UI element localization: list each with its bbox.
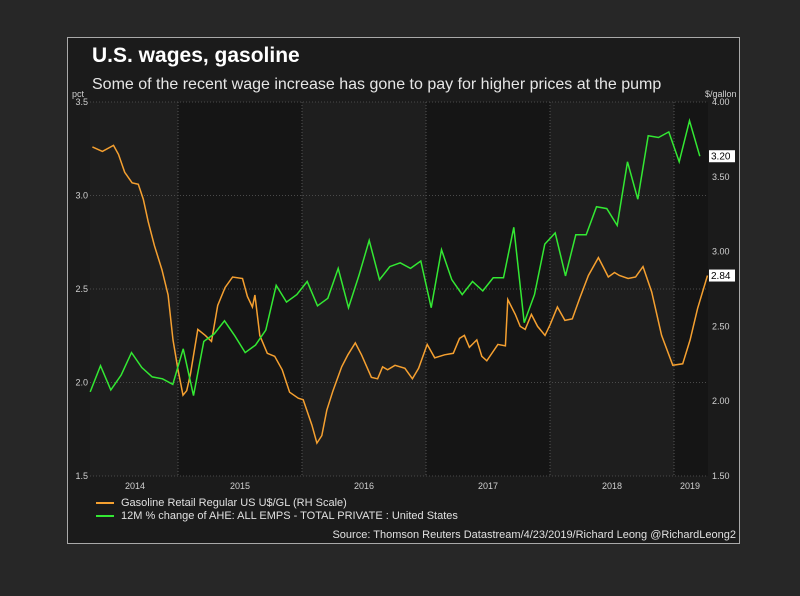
year-band — [90, 102, 178, 476]
last-value-label: 3.20 — [711, 152, 731, 163]
wage-growth-line — [89, 117, 701, 396]
year-band — [426, 102, 550, 476]
gasoline-price-line — [92, 144, 709, 445]
last-value-box — [709, 269, 735, 282]
legend-label: 12M % change of AHE: ALL EMPS - TOTAL PR… — [121, 510, 458, 522]
legend-label: Gasoline Retail Regular US U$/GL (RH Sca… — [121, 497, 347, 509]
legend-item-wages: 12M % change of AHE: ALL EMPS - TOTAL PR… — [96, 510, 458, 522]
right-tick-label: 2.00 — [712, 396, 730, 406]
right-tick-label: 2.50 — [712, 321, 730, 331]
right-tick-label: 3.00 — [712, 247, 730, 257]
right-tick-label: 3.50 — [712, 172, 730, 182]
x-tick-label: 2016 — [354, 481, 374, 491]
left-tick-label: 2.0 — [75, 378, 88, 388]
x-tick-label: 2014 — [125, 481, 145, 491]
left-tick-label: 1.5 — [75, 471, 88, 481]
legend-swatch-orange — [96, 502, 114, 504]
left-tick-label: 2.5 — [75, 284, 88, 294]
x-tick-label: 2018 — [602, 481, 622, 491]
x-tick-label: 2019 — [680, 481, 700, 491]
right-tick-label: 4.00 — [712, 97, 730, 107]
legend-swatch-green — [96, 515, 114, 517]
source-note: Source: Thomson Reuters Datastream/4/23/… — [332, 529, 736, 541]
chart-title: U.S. wages, gasoline — [92, 44, 300, 67]
left-tick-label: 3.5 — [75, 97, 88, 107]
last-value-box — [709, 150, 735, 163]
legend-item-gasoline: Gasoline Retail Regular US U$/GL (RH Sca… — [96, 497, 347, 509]
x-tick-label: 2017 — [478, 481, 498, 491]
left-tick-label: 3.0 — [75, 191, 88, 201]
x-tick-label: 2015 — [230, 481, 250, 491]
last-value-label: 2.84 — [711, 271, 731, 282]
right-axis-unit-label: $/gallon — [705, 89, 737, 99]
left-axis-unit-label: pct — [72, 89, 85, 99]
right-tick-label: 1.50 — [712, 471, 730, 481]
chart-subtitle: Some of the recent wage increase has gon… — [92, 76, 662, 93]
